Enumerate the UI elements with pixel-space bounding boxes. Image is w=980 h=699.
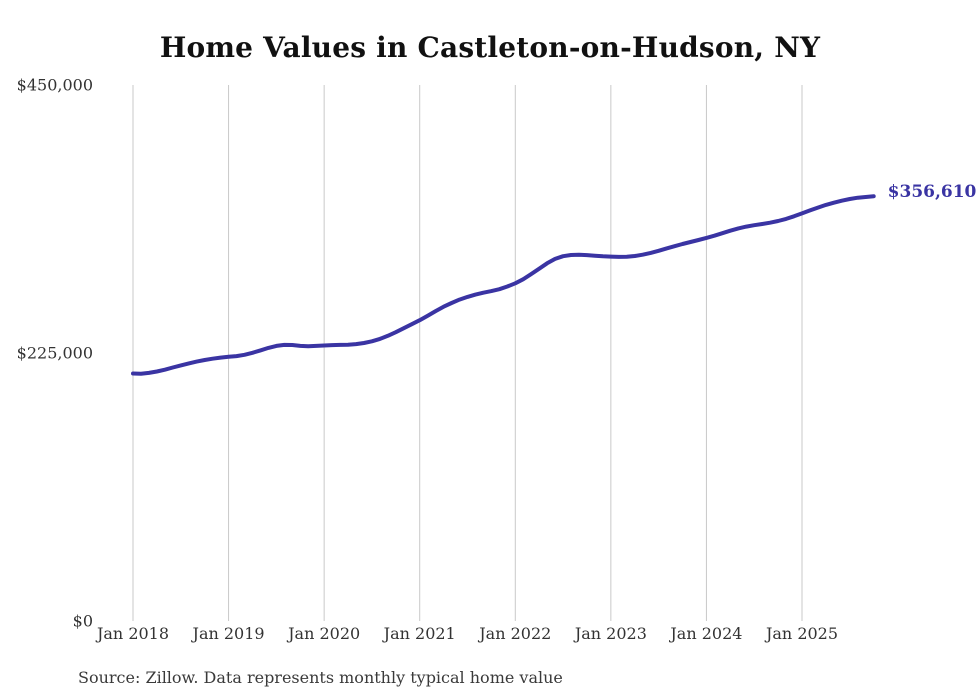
latest-value-label: $356,610	[888, 182, 977, 202]
x-tick-label: Jan 2023	[573, 624, 647, 643]
x-tick-label: Jan 2021	[382, 624, 456, 643]
x-tick-label: Jan 2018	[95, 624, 169, 643]
x-tick-label: Jan 2022	[477, 624, 551, 643]
x-tick-label: Jan 2024	[668, 624, 742, 643]
source-note: Source: Zillow. Data represents monthly …	[78, 668, 563, 687]
y-tick-label: $225,000	[17, 344, 93, 363]
x-tick-label: Jan 2019	[191, 624, 265, 643]
y-tick-label: $0	[73, 612, 93, 631]
x-tick-label: Jan 2020	[286, 624, 360, 643]
y-tick-label: $450,000	[17, 76, 93, 95]
home-value-line-series	[131, 194, 876, 376]
chart-title: Home Values in Castleton-on-Hudson, NY	[159, 31, 821, 64]
x-tick-label: Jan 2025	[764, 624, 838, 643]
